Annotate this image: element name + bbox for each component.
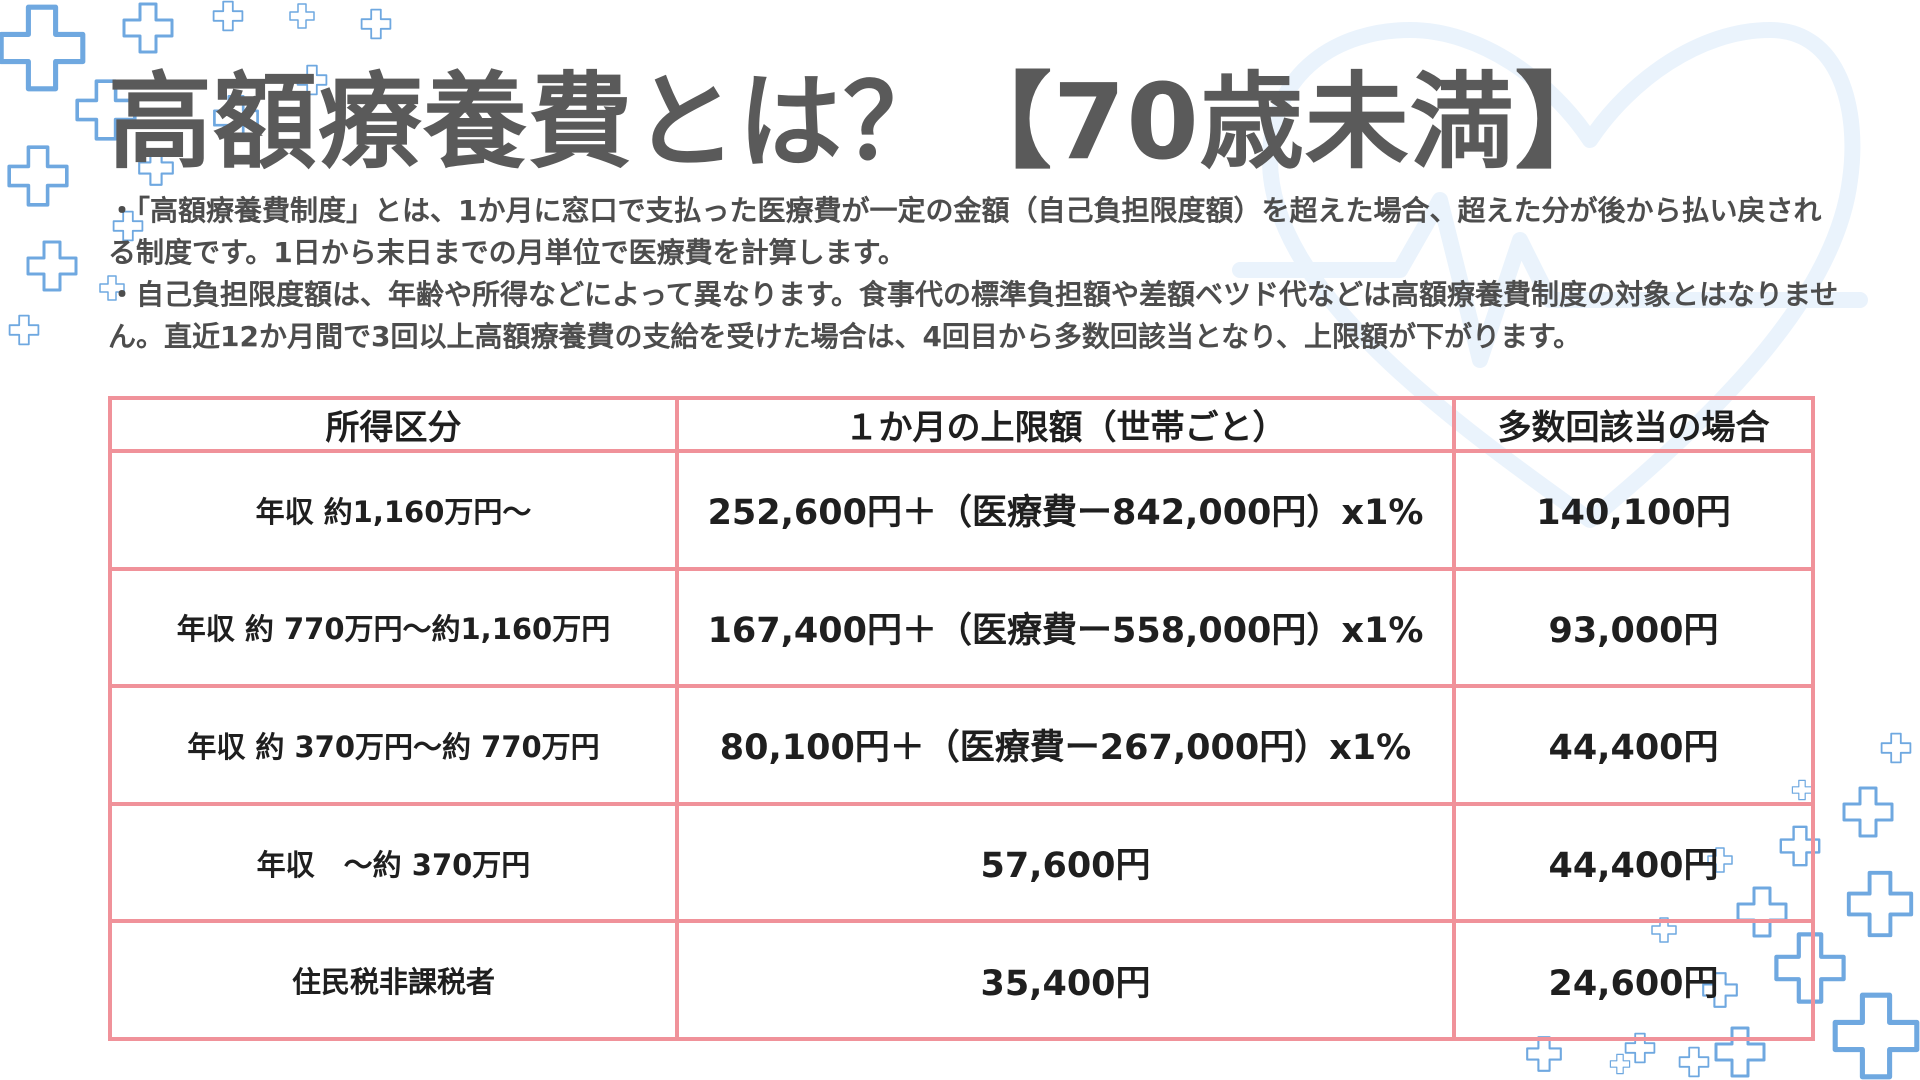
bullet-text: ・自己負担限度額は、年齢や所得などによって異なります。食事代の標準負担額や差額ベ… xyxy=(108,278,1839,353)
header-monthly-limit: １か月の上限額（世帯ごと） xyxy=(675,396,1456,453)
income-category-cell: 年収 ～約 370万円 xyxy=(108,801,679,924)
slide-title: 高額療養費とは？【70歳未満】 xyxy=(108,61,1620,183)
table-row: 年収 約 770万円～約1,160万円 167,400円＋（医療費ー558,00… xyxy=(108,566,1815,689)
income-category-cell: 年収 約 370万円～約 770万円 xyxy=(108,684,679,806)
monthly-limit-cell: 80,100円＋（医療費ー267,000円）x1% xyxy=(675,684,1456,806)
multiple-times-cell: 24,600円 xyxy=(1452,919,1815,1041)
header-income-category: 所得区分 xyxy=(108,396,679,453)
table-row: 年収 約 370万円～約 770万円 80,100円＋（医療費ー267,000円… xyxy=(108,684,1815,806)
income-category-cell: 住民税非課税者 xyxy=(108,919,679,1041)
cost-limit-table: 所得区分 １か月の上限額（世帯ごと） 多数回該当の場合 年収 約1,160万円～… xyxy=(108,396,1815,1041)
monthly-limit-cell: 57,600円 xyxy=(675,801,1456,924)
income-category-cell: 年収 約 770万円～約1,160万円 xyxy=(108,566,679,689)
bullet-text: ・「高額療養費制度」とは、1か月に窓口で支払った医療費が一定の金額（自己負担限度… xyxy=(108,194,1822,269)
multiple-times-cell: 44,400円 xyxy=(1452,801,1815,924)
table-row: 住民税非課税者 35,400円 24,600円 xyxy=(108,919,1815,1041)
monthly-limit-cell: 35,400円 xyxy=(675,919,1456,1041)
table-row: 年収 約1,160万円～ 252,600円＋（医療費ー842,000円）x1% … xyxy=(108,449,1815,571)
multiple-times-cell: 93,000円 xyxy=(1452,566,1815,689)
multiple-times-cell: 140,100円 xyxy=(1452,449,1815,571)
header-multiple-times: 多数回該当の場合 xyxy=(1452,396,1815,453)
multiple-times-cell: 44,400円 xyxy=(1452,684,1815,806)
table-row: 年収 ～約 370万円 57,600円 44,400円 xyxy=(108,801,1815,924)
monthly-limit-cell: 252,600円＋（医療費ー842,000円）x1% xyxy=(675,449,1456,571)
monthly-limit-cell: 167,400円＋（医療費ー558,000円）x1% xyxy=(675,566,1456,689)
description: ・「高額療養費制度」とは、1か月に窓口で支払った医療費が一定の金額（自己負担限度… xyxy=(108,190,1848,358)
table-header-row: 所得区分 １か月の上限額（世帯ごと） 多数回該当の場合 xyxy=(108,396,1815,453)
income-category-cell: 年収 約1,160万円～ xyxy=(108,449,679,571)
